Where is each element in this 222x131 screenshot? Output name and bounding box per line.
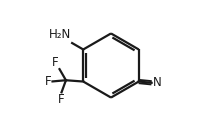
Text: N: N [153, 76, 162, 89]
Text: F: F [45, 75, 52, 88]
Text: F: F [52, 56, 59, 69]
Text: H₂N: H₂N [49, 28, 71, 41]
Text: F: F [58, 93, 65, 106]
